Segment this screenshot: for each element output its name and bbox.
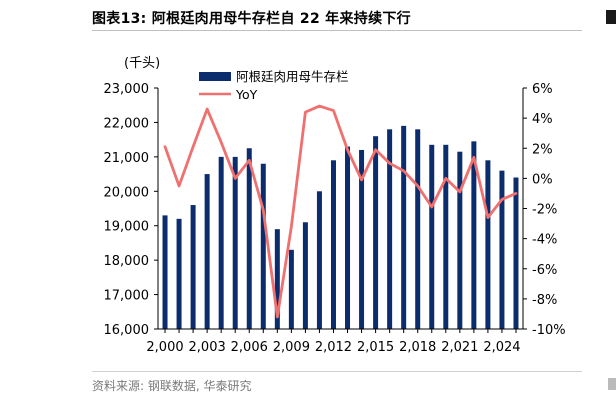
bar: [471, 141, 477, 329]
left-tick-label: 19,000: [104, 220, 150, 235]
left-tick-label: 17,000: [104, 289, 150, 304]
yoy-point: [192, 145, 194, 148]
bar: [373, 136, 379, 329]
bar: [260, 163, 266, 329]
bar: [176, 218, 182, 329]
x-tick-label: 2,024: [483, 340, 520, 355]
x-tick-label: 2,000: [146, 340, 183, 355]
x-tick-label: 2,006: [231, 340, 268, 355]
right-tick-label: -8%: [532, 293, 557, 308]
bar: [274, 229, 280, 329]
yoy-point: [220, 141, 222, 144]
legend-swatch-bar: [199, 72, 231, 81]
bar: [246, 148, 252, 329]
yoy-point: [276, 316, 279, 318]
yoy-point: [332, 109, 335, 112]
bar: [401, 125, 407, 330]
y-unit-label: (千头): [124, 56, 160, 71]
bar: [162, 215, 168, 329]
right-tick-label: -4%: [532, 233, 557, 248]
yoy-point: [430, 206, 433, 208]
left-tick-label: 21,000: [104, 151, 150, 166]
yoy-point: [248, 159, 251, 162]
bar: [232, 156, 238, 329]
yoy-point: [459, 191, 461, 193]
right-tick-label: 2%: [532, 142, 553, 157]
yoy-point: [388, 162, 391, 165]
legend-label-bar: 阿根廷肉用母牛存栏: [236, 69, 349, 84]
yoy-point: [206, 108, 208, 110]
bar: [345, 146, 351, 329]
bar: [302, 222, 308, 329]
left-tick-label: 20,000: [104, 185, 150, 200]
right-tick-label: 0%: [532, 172, 553, 187]
bar: [387, 129, 393, 329]
x-tick-label: 2,018: [399, 340, 436, 355]
legend-label-line: YoY: [235, 87, 258, 102]
yoy-point: [346, 148, 349, 151]
left-tick-label: 18,000: [104, 254, 150, 269]
x-tick-label: 2,021: [441, 340, 478, 355]
left-axis-ticks: 16,000 17,000 18,000 19,000 20,000 21,000 22,0…: [104, 82, 158, 338]
x-tick-label: 2,012: [315, 340, 352, 355]
bar: [485, 160, 491, 329]
adjacent-panel-edge-bottom: [608, 378, 616, 390]
bar: [359, 149, 365, 329]
yoy-point: [416, 185, 419, 187]
yoy-point: [515, 192, 517, 195]
bar: [429, 144, 435, 329]
bar-series: [162, 125, 519, 330]
right-tick-label: -2%: [532, 203, 557, 218]
source-divider: [92, 371, 582, 372]
right-tick-label: -10%: [532, 323, 566, 338]
bar: [499, 170, 505, 329]
legend: 阿根廷肉用母牛存栏 YoY: [199, 69, 349, 102]
left-tick-label: 23,000: [104, 82, 150, 97]
yoy-point: [304, 111, 307, 113]
yoy-point: [178, 185, 180, 187]
yoy-point: [262, 209, 265, 211]
x-axis-ticks: 2,000 2,003 2,006 2,009 2,012 2,015 2,018 2,021…: [146, 329, 521, 355]
bar: [513, 177, 519, 329]
x-tick-label: 2,015: [357, 340, 394, 355]
right-axis-ticks: -10% -8% -6% -4% -2% 0% 2% 4% 6%: [523, 82, 566, 338]
yoy-point: [234, 177, 237, 180]
right-tick-label: 6%: [532, 82, 553, 97]
source-note: 资料来源: 钢联数据, 华泰研究: [92, 379, 252, 393]
yoy-line-series: [163, 104, 518, 319]
yoy-point: [164, 145, 166, 148]
yoy-line: [163, 104, 518, 319]
right-tick-label: -6%: [532, 263, 557, 278]
adjacent-panel-edge: [606, 10, 616, 24]
bar: [443, 144, 449, 329]
chart-title: 图表13: 阿根廷肉用母牛存栏自 22 年来持续下行: [92, 11, 411, 27]
yoy-point: [487, 216, 489, 219]
yoy-point: [473, 156, 475, 159]
bar: [457, 151, 463, 329]
left-tick-label: 16,000: [104, 323, 150, 338]
left-tick-label: 22,000: [104, 116, 150, 131]
bar: [415, 129, 421, 329]
title-divider: [92, 30, 582, 31]
bar: [288, 249, 294, 329]
right-tick-label: 4%: [532, 112, 553, 127]
x-tick-label: 2,009: [273, 340, 310, 355]
bar: [330, 160, 336, 329]
yoy-point: [501, 198, 503, 201]
yoy-point: [444, 177, 447, 180]
yoy-point: [360, 179, 363, 181]
yoy-point: [318, 105, 321, 107]
bar: [204, 174, 210, 329]
bar: [190, 205, 196, 329]
bar: [218, 156, 224, 329]
yoy-point: [402, 170, 405, 172]
yoy-point: [290, 225, 293, 228]
yoy-point: [374, 148, 377, 151]
x-tick-label: 2,003: [189, 340, 226, 355]
bar: [316, 191, 322, 329]
